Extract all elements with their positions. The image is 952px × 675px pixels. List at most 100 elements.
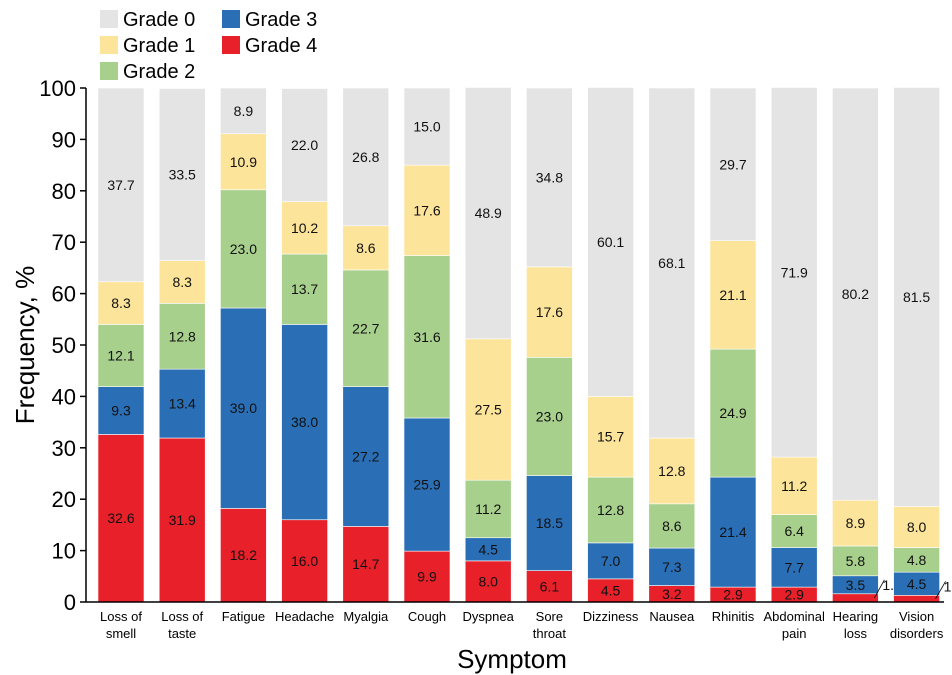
data-label-nausea-grade-3: 7.3 — [662, 559, 682, 575]
bar-segment-loss-of-taste-grade-0 — [158, 88, 206, 262]
y-tick-label: 0 — [64, 590, 76, 615]
bar-segment-dizziness-grade-0 — [587, 87, 634, 397]
y-axis: 0 10 20 30 40 50 60 70 80 90 100 — [39, 76, 87, 615]
x-tick-label: Myalgia — [343, 609, 389, 624]
bar-segment-loss-of-smell-grade-4 — [97, 434, 145, 603]
bar-segment-headache-grade-4 — [281, 519, 328, 603]
data-label-myalgia-grade-4: 14.7 — [352, 556, 379, 572]
y-tick-label: 20 — [52, 487, 76, 512]
data-label-dizziness-grade-0: 60.1 — [597, 234, 624, 250]
data-label-loss-of-smell-grade-2: 12.1 — [107, 348, 134, 364]
bar-segment-dizziness-grade-2 — [587, 476, 634, 544]
bar-segment-dyspnea-grade-0 — [464, 87, 512, 340]
x-tick-label: loss — [844, 626, 868, 641]
bar-segment-dyspnea-grade-1 — [464, 338, 512, 481]
bar-segment-loss-of-taste-grade-2 — [158, 303, 206, 370]
data-label-loss-of-smell-grade-1: 8.3 — [111, 295, 131, 311]
bar-segment-vision-disorders-grade-1 — [893, 506, 940, 548]
legend-label-grade-3: Grade 3 — [245, 9, 317, 31]
data-label-dizziness-grade-2: 12.8 — [597, 502, 624, 518]
bar-segment-fatigue-grade-4 — [220, 508, 267, 603]
data-label-hearing-loss-grade-2: 5.8 — [846, 553, 866, 569]
y-tick-label: 90 — [52, 127, 76, 152]
data-label-loss-of-taste-grade-3: 13.4 — [169, 396, 196, 412]
data-label-fatigue-grade-2: 23.0 — [230, 241, 257, 257]
data-label-dyspnea-grade-2: 11.2 — [475, 501, 501, 517]
bar-segment-cough-grade-1 — [403, 164, 451, 256]
data-label-headache-grade-2: 13.7 — [291, 281, 318, 297]
data-label-vision-disorders-grade-2: 4.8 — [907, 552, 927, 568]
x-tick-label: Fatigue — [222, 609, 265, 624]
bar-segment-abdominal-pain-grade-2 — [770, 514, 818, 548]
data-label-rhinitis-grade-3: 21.4 — [719, 524, 746, 540]
data-label-hearing-loss-grade-1: 8.9 — [846, 515, 866, 531]
legend-swatch-grade-3 — [222, 10, 240, 28]
data-label-nausea-grade-4: 3.2 — [662, 586, 682, 602]
data-label-sore-throat-grade-2: 23.0 — [536, 408, 563, 424]
legend-swatch-grade-1 — [100, 36, 118, 54]
bar-segment-fatigue-grade-0 — [220, 87, 267, 135]
data-label-cough-grade-2: 31.6 — [413, 329, 440, 345]
data-label-myalgia-grade-1: 8.6 — [356, 240, 376, 256]
data-label-cough-grade-0: 15.0 — [413, 119, 440, 135]
data-label-nausea-grade-0: 68.1 — [658, 255, 685, 271]
data-label-vision-disorders-grade-1: 8.0 — [907, 519, 927, 535]
bar-segment-cough-grade-3 — [403, 417, 451, 552]
bar-segment-nausea-grade-0 — [648, 87, 696, 439]
data-label-nausea-grade-2: 8.6 — [662, 518, 682, 534]
data-label-rhinitis-grade-0: 29.7 — [719, 156, 746, 172]
data-label-cough-grade-1: 17.6 — [413, 202, 440, 218]
legend: Grade 0 Grade 1 Grade 2 Grade 3 Grade 4 — [100, 9, 317, 83]
data-label-sore-throat-grade-4: 6.1 — [540, 578, 560, 594]
data-label-myalgia-grade-2: 22.7 — [352, 320, 379, 336]
bar-segment-fatigue-grade-3 — [220, 307, 267, 509]
x-tick-label: Nausea — [649, 609, 695, 624]
y-tick-label: 10 — [52, 539, 76, 564]
data-label-vision-disorders-grade-4: 1.3 — [944, 578, 952, 594]
bar-segment-loss-of-taste-grade-1 — [158, 260, 206, 304]
data-label-myalgia-grade-0: 26.8 — [352, 149, 379, 165]
data-label-sore-throat-grade-3: 18.5 — [536, 515, 563, 531]
data-label-headache-grade-0: 22.0 — [291, 137, 318, 153]
bar-segment-myalgia-grade-4 — [342, 526, 390, 603]
bars: 32.6 9.3 12.1 8.3 37.7 31.9 13.4 12.8 8.3 33.5 18.… — [97, 87, 952, 603]
bar-segment-loss-of-smell-grade-3 — [97, 386, 145, 435]
bar-segment-headache-grade-3 — [281, 324, 328, 521]
bar-segment-abdominal-pain-grade-1 — [770, 456, 818, 515]
x-axis-title: Symptom — [457, 644, 567, 674]
bar-segment-cough-grade-0 — [403, 87, 451, 166]
y-tick-label: 60 — [52, 282, 76, 307]
bar-segment-rhinitis-grade-3 — [709, 476, 757, 588]
data-label-fatigue-grade-0: 8.9 — [234, 103, 254, 119]
x-tick-label: Hearing — [833, 609, 879, 624]
data-label-nausea-grade-1: 12.8 — [658, 463, 685, 479]
bar-segment-loss-of-smell-grade-1 — [97, 281, 145, 325]
x-tick-label: Headache — [275, 609, 334, 624]
bar-segment-vision-disorders-grade-2 — [893, 547, 940, 573]
data-label-abdominal-pain-grade-2: 6.4 — [784, 523, 804, 539]
x-tick-label: Loss of — [100, 609, 142, 624]
bar-segment-rhinitis-grade-0 — [709, 87, 757, 241]
y-tick-label: 100 — [39, 76, 76, 101]
data-label-cough-grade-4: 9.9 — [417, 569, 437, 585]
data-label-rhinitis-grade-1: 21.1 — [719, 287, 746, 303]
data-label-vision-disorders-grade-3: 4.5 — [907, 576, 927, 592]
bar-segment-nausea-grade-3 — [648, 547, 696, 586]
x-tick-label: throat — [533, 626, 567, 641]
data-label-vision-disorders-grade-0: 81.5 — [903, 289, 930, 305]
x-tick-label: Sore — [536, 609, 563, 624]
data-label-dyspnea-grade-3: 4.5 — [478, 541, 498, 557]
bar-segment-headache-grade-0 — [281, 88, 328, 202]
legend-swatch-grade-4 — [222, 36, 240, 54]
bar-segment-rhinitis-grade-1 — [709, 240, 757, 350]
bar-segment-myalgia-grade-2 — [342, 269, 390, 387]
data-label-sore-throat-grade-0: 34.8 — [536, 169, 563, 185]
x-tick-label: Cough — [408, 609, 446, 624]
x-tick-label: disorders — [890, 626, 944, 641]
data-label-rhinitis-grade-2: 24.9 — [719, 405, 746, 421]
data-label-loss-of-taste-grade-4: 31.9 — [169, 512, 196, 528]
legend-swatch-grade-0 — [100, 10, 118, 28]
data-label-loss-of-taste-grade-2: 12.8 — [169, 328, 196, 344]
y-tick-label: 50 — [52, 333, 76, 358]
